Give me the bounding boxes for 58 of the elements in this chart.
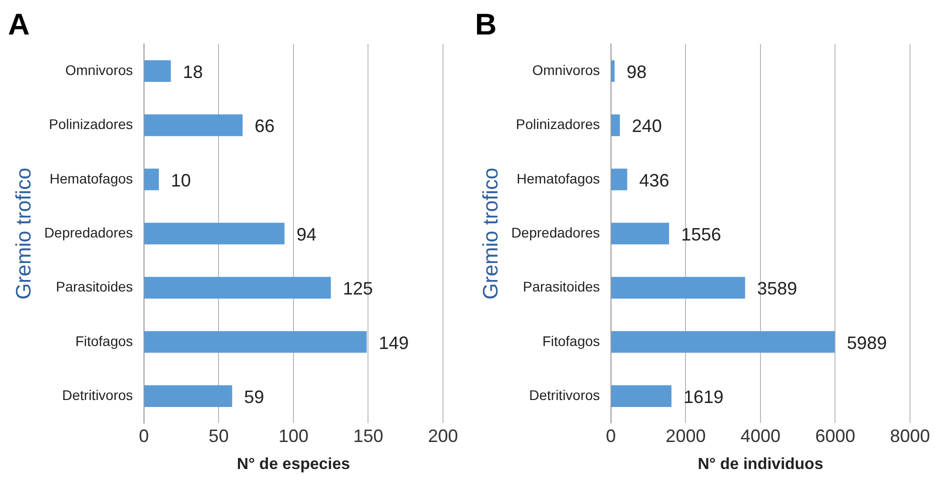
bar — [144, 60, 171, 82]
bar — [611, 168, 628, 190]
data-label: 149 — [378, 332, 409, 353]
y-tick-label: Depredadores — [511, 224, 600, 240]
data-label: 3589 — [757, 278, 798, 299]
x-tick-label: 150 — [353, 426, 384, 446]
x-tick-label: 100 — [278, 426, 308, 446]
y-tick-label: Detritivoros — [62, 386, 133, 403]
y-axis-title: Gremio trofico — [12, 168, 36, 300]
x-tick-label: 2000 — [666, 426, 706, 446]
data-label: 66 — [254, 116, 275, 136]
bar — [144, 276, 331, 299]
bar — [611, 331, 835, 353]
data-label: 1556 — [681, 224, 722, 245]
y-tick-label: Polinizadores — [48, 116, 133, 132]
data-label: 436 — [639, 170, 670, 190]
y-tick-label: Fitofagos — [542, 332, 600, 349]
data-label: 94 — [296, 224, 317, 245]
bar — [611, 276, 746, 299]
y-tick-label: Hematofagos — [516, 170, 600, 186]
y-tick-label: Parasitoides — [56, 278, 133, 295]
y-axis-title: Gremio trofico — [479, 168, 502, 300]
bar — [611, 385, 672, 407]
x-tick-label: 0 — [606, 426, 616, 446]
x-axis-title: N° de especies — [236, 456, 350, 473]
y-tick-label: Fitofagos — [75, 332, 133, 349]
y-tick-label: Detritivoros — [529, 386, 600, 403]
x-tick-label: 200 — [428, 426, 458, 446]
bar — [144, 385, 232, 407]
bar — [144, 114, 243, 136]
bar — [144, 222, 284, 244]
data-label: 1619 — [683, 387, 724, 408]
data-label: 10 — [170, 170, 191, 190]
y-tick-label: Omnivoros — [65, 62, 133, 78]
chart-title: B — [475, 8, 497, 42]
bar — [611, 60, 615, 82]
data-label: 5989 — [846, 332, 887, 353]
x-axis-title: N° de individuos — [698, 456, 824, 473]
bar — [611, 114, 620, 136]
x-tick-label: 6000 — [815, 426, 856, 446]
y-tick-label: Omnivoros — [532, 62, 600, 78]
data-label: 18 — [182, 62, 203, 82]
y-tick-label: Depredadores — [44, 224, 133, 240]
y-tick-label: Polinizadores — [516, 116, 600, 132]
data-label: 98 — [626, 62, 647, 82]
bar — [144, 331, 367, 353]
x-tick-label: 0 — [138, 426, 149, 446]
data-label: 240 — [632, 116, 662, 136]
chart-title: A — [8, 8, 30, 42]
y-tick-label: Hematofagos — [50, 170, 133, 186]
data-label: 59 — [244, 387, 264, 408]
data-label: 125 — [342, 278, 373, 299]
x-tick-label: 50 — [208, 426, 229, 446]
y-tick-label: Parasitoides — [522, 278, 600, 295]
x-tick-label: 8000 — [890, 426, 930, 446]
x-tick-label: 4000 — [740, 426, 780, 446]
bar — [611, 222, 670, 244]
bar — [144, 168, 159, 190]
